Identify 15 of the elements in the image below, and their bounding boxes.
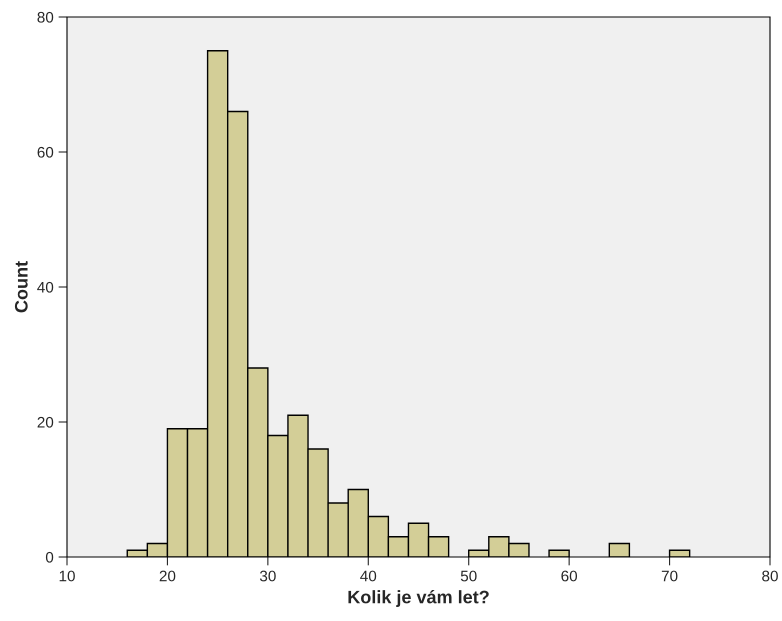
x-tick-label: 80 <box>762 570 778 582</box>
y-axis-title: Count <box>14 261 28 312</box>
x-tick-label: 60 <box>561 570 578 582</box>
x-tick-label: 40 <box>360 570 376 582</box>
y-tick-label: 0 <box>46 552 54 563</box>
y-tick-label: 40 <box>37 282 54 293</box>
y-tick-label: 60 <box>38 146 54 158</box>
x-tick-label: 50 <box>460 570 477 582</box>
y-tick-label: 80 <box>37 12 54 23</box>
x-tick-label: 30 <box>260 570 276 582</box>
x-tick-label: 20 <box>160 570 176 582</box>
x-tick-label: 10 <box>60 570 75 582</box>
x-axis-title: Kolik je vám let? <box>348 590 489 607</box>
x-tick-label: 70 <box>662 570 678 582</box>
y-tick-label: 20 <box>38 416 54 428</box>
